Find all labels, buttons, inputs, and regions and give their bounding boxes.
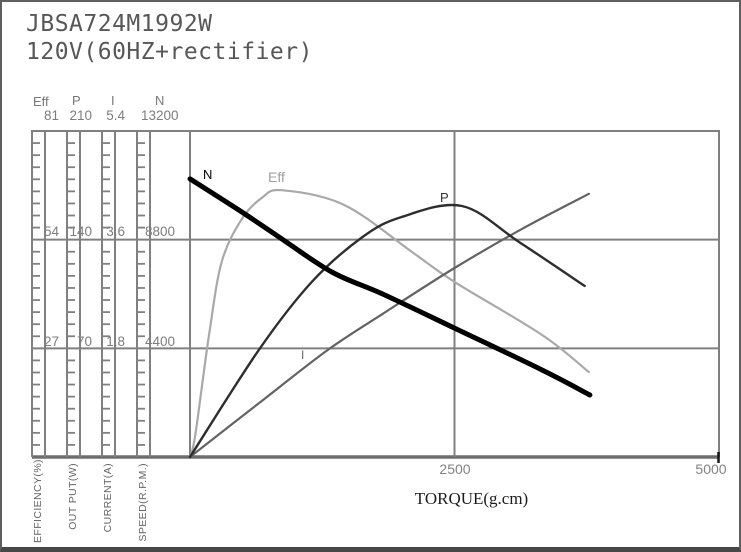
n-tick-max: 13200 (141, 108, 179, 123)
n-tick-mid: 8800 (145, 224, 176, 239)
p-tick-max: 210 (69, 108, 92, 123)
curve-Eff (188, 188, 590, 459)
i-tick-max: 5.4 (106, 108, 125, 123)
i-axis-symbol: I (111, 93, 115, 108)
eff-tick-mid: 54 (43, 224, 59, 239)
curve-P (188, 203, 586, 459)
efficiency-axis-name: EFFICIENCY(%) (32, 459, 44, 543)
eff-tick-max: 81 (43, 108, 59, 123)
current-axis-name: CURRENT(A) (102, 463, 114, 533)
current-curve-label: I (301, 348, 305, 362)
title-block: JBSA724M1992W 120V(60HZ+rectifier) (26, 10, 313, 66)
n-tick-low: 4400 (145, 334, 176, 349)
output-axis-name: OUT PUT(W) (67, 463, 79, 530)
speed-curve-label: N (203, 167, 213, 182)
power-curve-label: P (440, 190, 449, 205)
eff-tick-low: 27 (43, 334, 59, 349)
efficiency-curve-label: Eff (268, 169, 285, 185)
x-tick-2500: 2500 (439, 461, 471, 477)
eff-axis-symbol: Eff (33, 94, 49, 109)
n-axis-symbol: N (155, 93, 165, 108)
model-number: JBSA724M1992W (26, 11, 213, 37)
x-tick-5000: 5000 (695, 461, 727, 477)
curve-I (188, 192, 590, 459)
curve-N (187, 176, 593, 398)
power-supply-spec: 120V(60HZ+rectifier) (26, 39, 313, 65)
p-axis-symbol: P (72, 93, 81, 108)
x-axis-title: TORQUE(g.cm) (414, 489, 529, 508)
speed-axis-name: SPEED(R.P.M.) (137, 463, 149, 542)
